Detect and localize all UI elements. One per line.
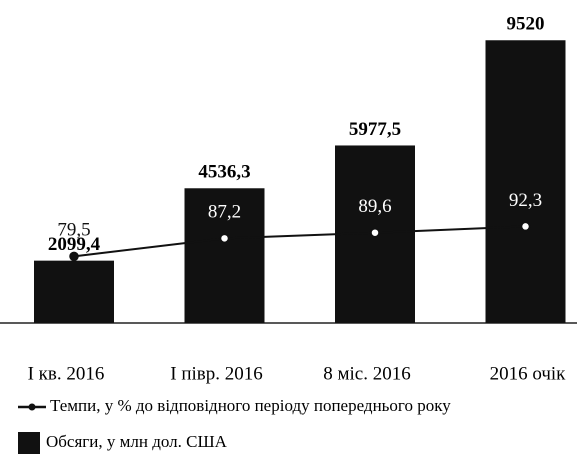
bar-value-label: 2099,4	[48, 234, 101, 255]
line-value-label: 89,6	[358, 196, 391, 217]
bar-value-label: 9520	[507, 14, 545, 35]
legend-line-marker	[28, 403, 36, 411]
line-marker	[370, 227, 380, 238]
bar	[485, 40, 566, 323]
line-value-label: 79,5	[57, 220, 90, 241]
line-marker	[219, 233, 230, 244]
x-tick-label: 2016 очік	[490, 363, 567, 384]
legend-label: Обсяги, у млн дол. США	[46, 432, 228, 451]
bar-value-label: 4536,3	[198, 162, 250, 183]
line-value-label: 92,3	[509, 190, 542, 211]
x-tick-label: 8 міс. 2016	[323, 363, 411, 384]
bar-value-label: 5977,5	[349, 119, 401, 140]
bar	[184, 188, 265, 323]
x-tick-label: I півр. 2016	[170, 363, 263, 384]
legend-bar-swatch	[18, 432, 40, 454]
line	[73, 225, 526, 258]
line-marker	[520, 221, 531, 232]
line-value-label: 87,2	[208, 202, 241, 223]
legend-label: Темпи, у % до відповідного періоду попер…	[50, 396, 451, 415]
bar	[34, 260, 114, 323]
x-tick-label: I кв. 2016	[28, 363, 105, 384]
line-marker	[69, 251, 79, 262]
